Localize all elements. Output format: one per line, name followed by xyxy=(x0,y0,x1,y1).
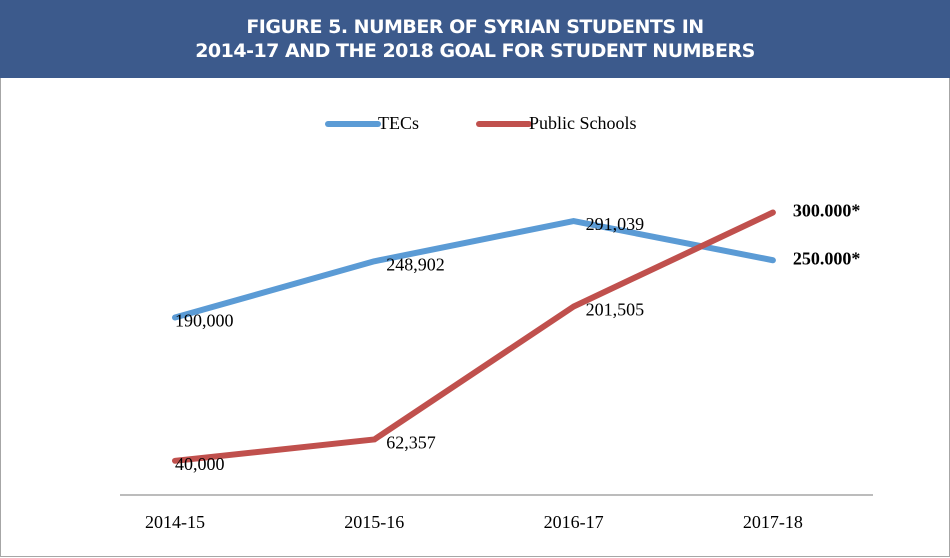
legend-label: Public Schools xyxy=(529,113,637,133)
data-label: 40,000 xyxy=(175,454,225,474)
line-series xyxy=(172,209,776,464)
legend-label: TECs xyxy=(378,113,419,133)
data-label: 250.000* xyxy=(793,248,861,268)
data-label: 291,039 xyxy=(586,214,645,234)
x-tick-label: 2016-17 xyxy=(544,512,604,532)
line-series xyxy=(172,218,776,321)
x-tick-label: 2014-15 xyxy=(145,512,205,532)
x-tick-label: 2017-18 xyxy=(743,512,803,532)
data-label: 300.000* xyxy=(793,201,861,221)
data-label: 248,902 xyxy=(386,254,445,274)
x-tick-label: 2015-16 xyxy=(344,512,404,532)
data-label: 190,000 xyxy=(175,311,234,331)
data-label: 62,357 xyxy=(386,433,436,453)
data-label: 201,505 xyxy=(586,300,645,320)
chart-title: FIGURE 5. NUMBER OF SYRIAN STUDENTS IN 2… xyxy=(0,0,950,78)
